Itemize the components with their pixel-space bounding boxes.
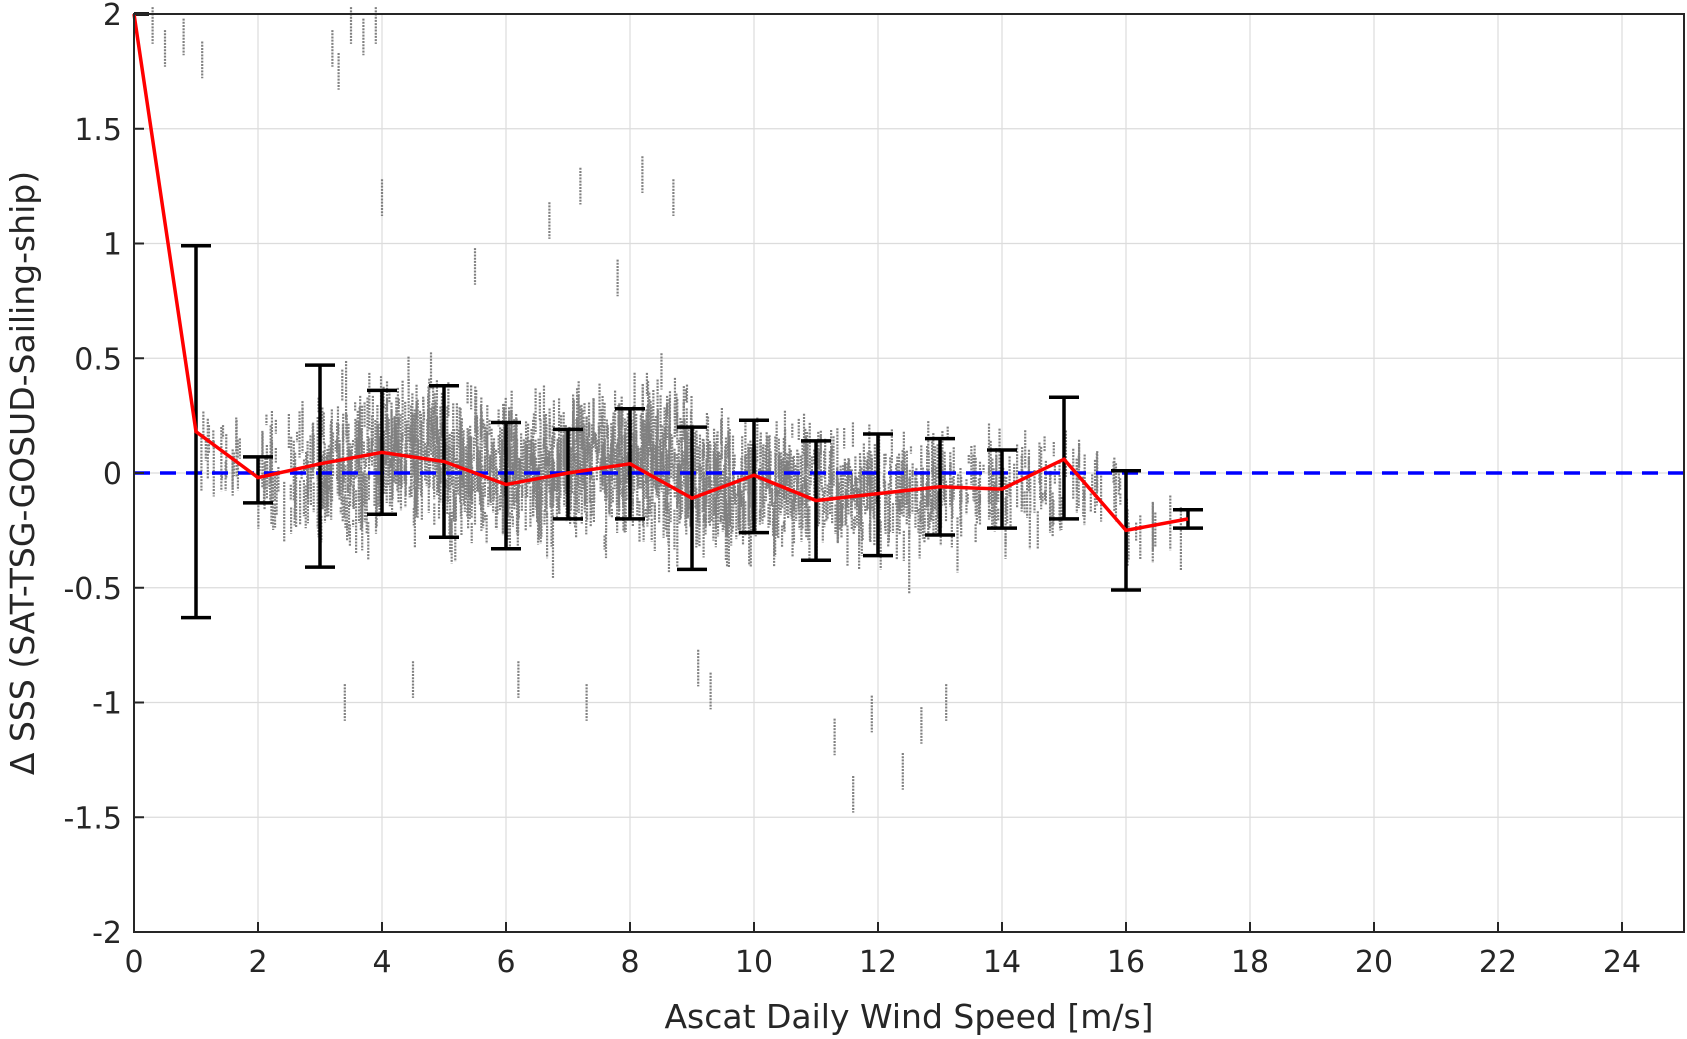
y-tick-label: 0 <box>103 457 122 492</box>
x-tick-label: 6 <box>496 945 515 980</box>
y-tick-label: -1 <box>92 687 122 722</box>
x-tick-label: 8 <box>620 945 639 980</box>
y-tick-label: -1.5 <box>63 801 122 836</box>
x-tick-label: 12 <box>859 945 897 980</box>
x-tick-label: 2 <box>248 945 267 980</box>
bin-mean-line <box>132 13 1189 533</box>
y-tick-label: 1.5 <box>74 113 122 148</box>
x-axis-ticks: 0 2 4 6 8 10 12 14 16 18 20 22 24 <box>124 922 1641 980</box>
x-tick-label: 10 <box>735 945 773 980</box>
x-tick-label: 18 <box>1231 945 1269 980</box>
x-tick-label: 4 <box>372 945 391 980</box>
x-tick-label: 20 <box>1355 945 1393 980</box>
y-tick-label: 2 <box>103 0 122 33</box>
x-tick-label: 22 <box>1479 945 1517 980</box>
error-bar <box>305 363 335 569</box>
y-axis-label: Δ SSS (SAT-TSG-GOSUD-Sailing-ship) <box>3 171 42 775</box>
y-tick-label: 1 <box>103 228 122 263</box>
x-tick-label: 14 <box>983 945 1021 980</box>
y-tick-label: -2 <box>92 916 122 951</box>
y-axis-ticks: 2 1.5 1 0.5 0 -0.5 -1 -1.5 -2 <box>63 0 144 951</box>
y-tick-label: 0.5 <box>74 342 122 377</box>
x-tick-label: 0 <box>124 945 143 980</box>
error-bar <box>243 455 273 505</box>
x-tick-label: 16 <box>1107 945 1145 980</box>
y-tick-label: -0.5 <box>63 572 122 607</box>
x-tick-label: 24 <box>1603 945 1641 980</box>
x-axis-label: Ascat Daily Wind Speed [m/s] <box>664 997 1153 1036</box>
